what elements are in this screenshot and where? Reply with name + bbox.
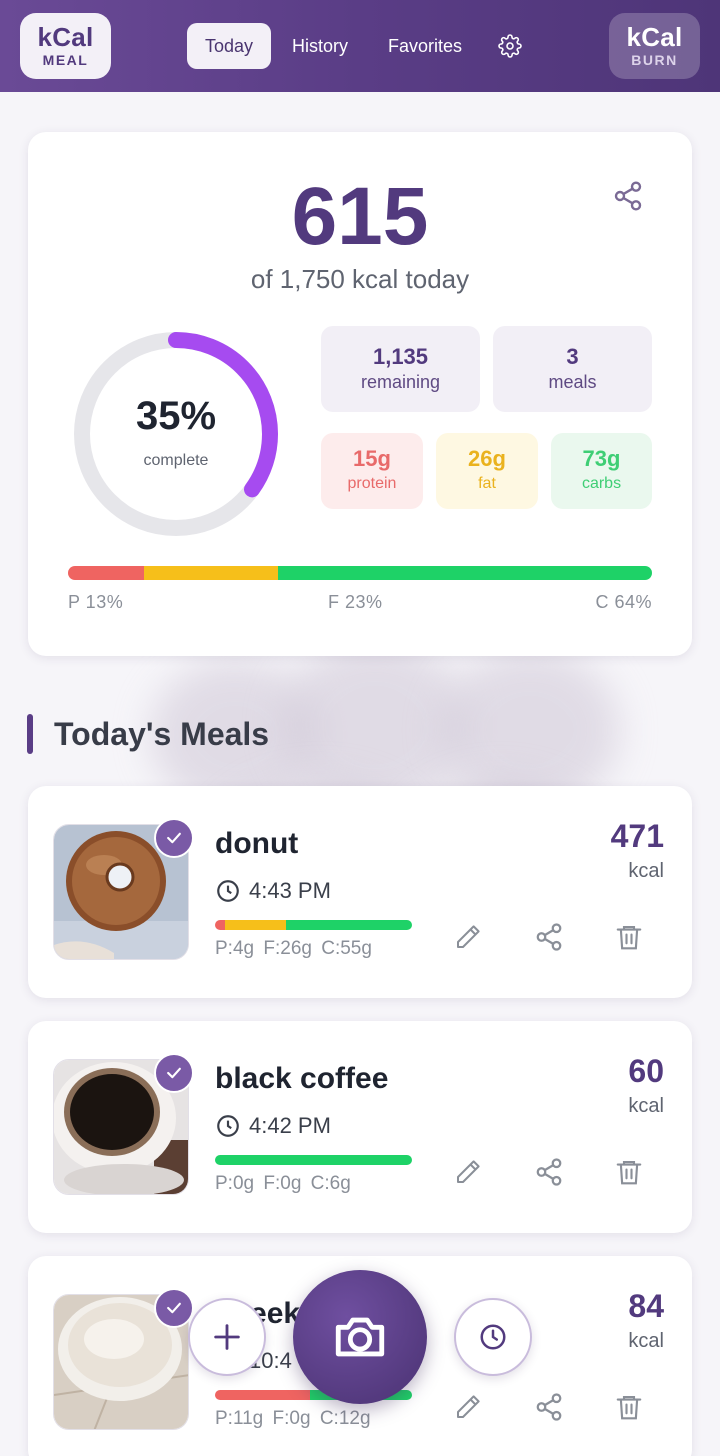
meal-time: 4:42 PM	[249, 1113, 331, 1138]
meal-kcal-unit: kcal	[628, 860, 664, 882]
remaining-label: remaining	[360, 372, 441, 392]
share-icon	[536, 923, 562, 951]
macro-bar-fat	[143, 566, 279, 580]
pencil-icon	[457, 1160, 480, 1183]
meal-macros: P:0g F:0g C:6g	[215, 1173, 351, 1194]
percent-complete-label: complete	[143, 452, 209, 469]
trash-icon	[616, 925, 642, 950]
logo-meal-title: kCal	[37, 22, 94, 52]
app-header: kCal MEAL Today History Favorites kCal B…	[0, 0, 720, 92]
meal-kcal-unit: kcal	[628, 1095, 664, 1117]
meal-macro-bar	[215, 920, 412, 930]
fat-value: 26g	[468, 446, 506, 471]
camera-capture-button[interactable]	[293, 1270, 427, 1404]
meal-photo-greek-yogurt[interactable]	[53, 1294, 189, 1430]
meals-value: 3	[566, 344, 579, 369]
meal-kcal-value: 84	[628, 1288, 664, 1324]
meal-name: donut	[215, 827, 299, 860]
percent-complete: 35%	[135, 394, 217, 438]
consumed-kcal: 615	[291, 171, 429, 262]
logo-burn-title: kCal	[626, 22, 683, 52]
edit-meal-button[interactable]	[451, 1390, 485, 1424]
todays-meals-heading: Today's Meals	[54, 716, 270, 752]
logged-check-badge[interactable]	[154, 1288, 194, 1328]
tab-history[interactable]: History	[291, 35, 348, 56]
logged-check-badge[interactable]	[154, 818, 194, 858]
clock-icon	[217, 1115, 239, 1137]
check-icon	[167, 1302, 181, 1314]
tab-today[interactable]: Today	[187, 23, 271, 69]
edit-meal-button[interactable]	[451, 920, 485, 954]
fat-label: fat	[478, 475, 496, 492]
trash-icon	[616, 1160, 642, 1185]
protein-stat: 15g protein	[321, 433, 423, 509]
settings-button[interactable]	[494, 23, 526, 69]
meal-card[interactable]: donut 4:43 PM P:4g F:26g C:55g 471 kcal	[28, 786, 692, 998]
remaining-stat: 1,135 remaining	[321, 326, 480, 412]
meal-name: black coffee	[215, 1062, 389, 1095]
share-summary-button[interactable]	[612, 180, 644, 212]
share-icon	[536, 1393, 562, 1421]
meal-card[interactable]: black coffee 4:42 PM P:0g F:0g C:6g 60 k…	[28, 1021, 692, 1233]
pencil-icon	[457, 1395, 480, 1418]
check-icon	[167, 1067, 181, 1079]
meals-stat: 3 meals	[493, 326, 652, 412]
delete-meal-button[interactable]	[612, 920, 646, 954]
kcal-meal-logo[interactable]: kCal MEAL	[20, 13, 111, 79]
fat-percent-label: F 23%	[328, 592, 383, 612]
kcal-goal-text: of 1,750 kcal today	[250, 264, 470, 294]
protein-value: 15g	[353, 446, 391, 471]
meals-label: meals	[548, 372, 597, 392]
meal-kcal-unit: kcal	[628, 1330, 664, 1352]
macro-bar-carbs	[278, 566, 652, 580]
share-icon	[614, 181, 642, 211]
kcal-burn-logo[interactable]: kCal BURN	[609, 13, 700, 79]
gear-icon	[498, 34, 522, 58]
tab-favorites[interactable]: Favorites	[387, 35, 463, 56]
macro-bar-protein	[68, 566, 144, 580]
meal-macros: P:4g F:26g C:55g	[215, 938, 372, 959]
logo-meal-subtitle: MEAL	[42, 52, 89, 68]
daily-summary-card: 615 of 1,750 kcal today 35% complete 1,1…	[28, 132, 692, 656]
carbs-label: carbs	[581, 475, 622, 492]
add-meal-button[interactable]	[188, 1298, 266, 1376]
progress-ring	[74, 332, 278, 536]
carbs-percent-label: C 64%	[595, 592, 652, 612]
protein-label: protein	[347, 475, 397, 492]
carbs-value: 73g	[582, 446, 621, 471]
carbs-stat: 73g carbs	[551, 433, 652, 509]
share-meal-button[interactable]	[532, 920, 566, 954]
recent-meals-button[interactable]	[454, 1298, 532, 1376]
edit-meal-button[interactable]	[451, 1155, 485, 1189]
logo-burn-subtitle: BURN	[631, 52, 678, 68]
meal-kcal-value: 60	[628, 1053, 664, 1089]
meal-kcal-value: 471	[610, 818, 664, 854]
protein-percent-label: P 13%	[68, 592, 124, 612]
meal-macro-bar	[215, 1155, 412, 1165]
macro-split-bar	[68, 566, 652, 580]
meal-time: 4:43 PM	[249, 878, 331, 903]
share-icon	[536, 1158, 562, 1186]
clock-icon	[480, 1324, 506, 1350]
plus-icon	[214, 1324, 240, 1350]
delete-meal-button[interactable]	[612, 1390, 646, 1424]
delete-meal-button[interactable]	[612, 1155, 646, 1189]
check-icon	[167, 832, 181, 844]
meal-macros: P:11g F:0g C:12g	[215, 1408, 371, 1429]
share-meal-button[interactable]	[532, 1155, 566, 1189]
fat-stat: 26g fat	[436, 433, 538, 509]
trash-icon	[616, 1395, 642, 1420]
share-meal-button[interactable]	[532, 1390, 566, 1424]
clock-icon	[217, 880, 239, 902]
logged-check-badge[interactable]	[154, 1053, 194, 1093]
remaining-value: 1,135	[372, 344, 429, 369]
section-accent-bar	[27, 714, 33, 754]
meal-photo-black-coffee[interactable]	[53, 1059, 189, 1195]
pencil-icon	[457, 925, 480, 948]
camera-icon	[335, 1317, 385, 1357]
